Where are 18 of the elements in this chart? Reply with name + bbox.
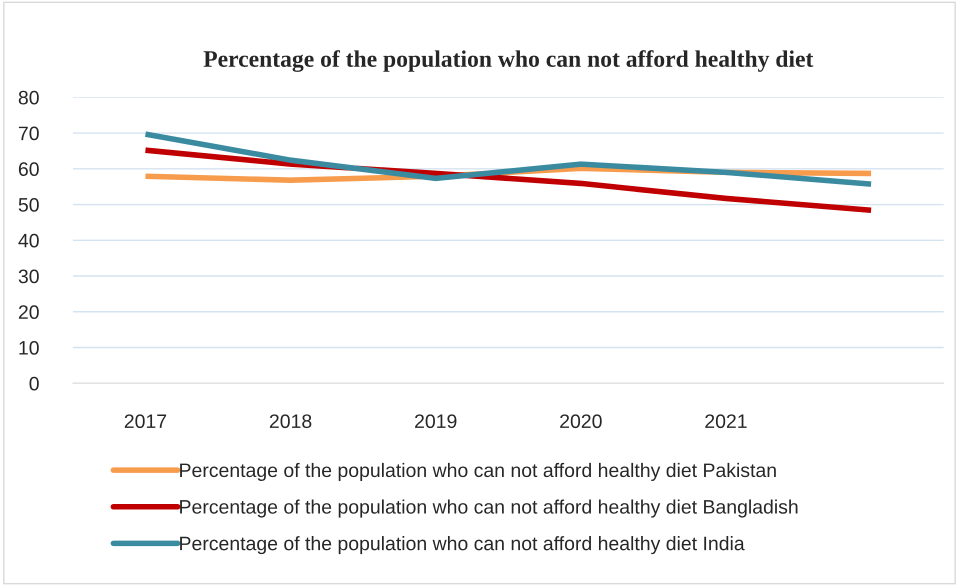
legend-label: Percentage of the population who can not afford healthy diet Pakistan [180, 462, 776, 481]
y-tick-label: 0 [29, 376, 39, 390]
y-tick-label: 80 [18, 90, 39, 105]
x-tick-label: 2021 [705, 414, 747, 428]
y-tick-label: 50 [18, 198, 39, 212]
legend-label: Percentage of the population who can not afford healthy diet India [180, 536, 745, 554]
x-tick-label: 2018 [270, 414, 312, 428]
y-tick-label: 10 [19, 340, 39, 355]
y-tick-label: 60 [18, 162, 39, 176]
x-tick-label: 2019 [415, 414, 456, 428]
x-tick-label: 2017 [124, 414, 166, 428]
chart-title: Percentage of the population who can not afford healthy diet [204, 50, 814, 72]
y-tick-label: 70 [18, 126, 39, 140]
x-tick-label: 2020 [560, 414, 602, 428]
y-tick-label: 30 [18, 269, 39, 284]
y-tick-label: 20 [18, 305, 39, 319]
y-tick-label: 40 [18, 234, 39, 248]
legend-label: Percentage of the population who can not afford healthy diet Bangladish [180, 499, 798, 518]
